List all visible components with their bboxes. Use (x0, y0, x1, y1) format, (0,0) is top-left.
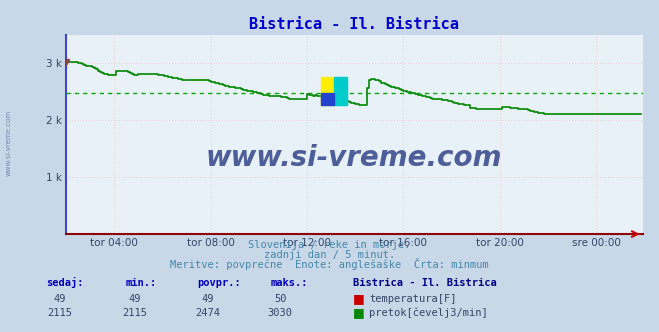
Bar (322, 77, 334, 105)
Text: pretok[čevelj3/min]: pretok[čevelj3/min] (369, 307, 488, 318)
Text: www.si-vreme.com: www.si-vreme.com (5, 110, 12, 176)
Text: sedaj:: sedaj: (46, 277, 84, 288)
Bar (334, 77, 347, 105)
Text: zadnji dan / 5 minut.: zadnji dan / 5 minut. (264, 250, 395, 260)
Text: 50: 50 (274, 294, 286, 304)
Text: 2115: 2115 (47, 308, 72, 318)
Text: ■: ■ (353, 292, 364, 305)
Text: 3030: 3030 (268, 308, 293, 318)
Text: ■: ■ (353, 306, 364, 319)
Text: maks.:: maks.: (270, 278, 308, 288)
Text: Slovenija / reke in morje.: Slovenija / reke in morje. (248, 240, 411, 250)
Text: povpr.:: povpr.: (198, 278, 241, 288)
Text: temperatura[F]: temperatura[F] (369, 294, 457, 304)
Title: Bistrica - Il. Bistrica: Bistrica - Il. Bistrica (249, 17, 459, 32)
Text: 49: 49 (202, 294, 214, 304)
Text: Meritve: povprečne  Enote: anglešaške  Črta: minmum: Meritve: povprečne Enote: anglešaške Črt… (170, 258, 489, 270)
Bar (322, 93, 334, 105)
Text: Bistrica - Il. Bistrica: Bistrica - Il. Bistrica (353, 278, 496, 288)
Text: 49: 49 (129, 294, 141, 304)
Text: min.:: min.: (125, 278, 156, 288)
Text: 2474: 2474 (195, 308, 220, 318)
Text: 49: 49 (53, 294, 65, 304)
Text: www.si-vreme.com: www.si-vreme.com (206, 144, 502, 172)
Text: 2115: 2115 (123, 308, 148, 318)
